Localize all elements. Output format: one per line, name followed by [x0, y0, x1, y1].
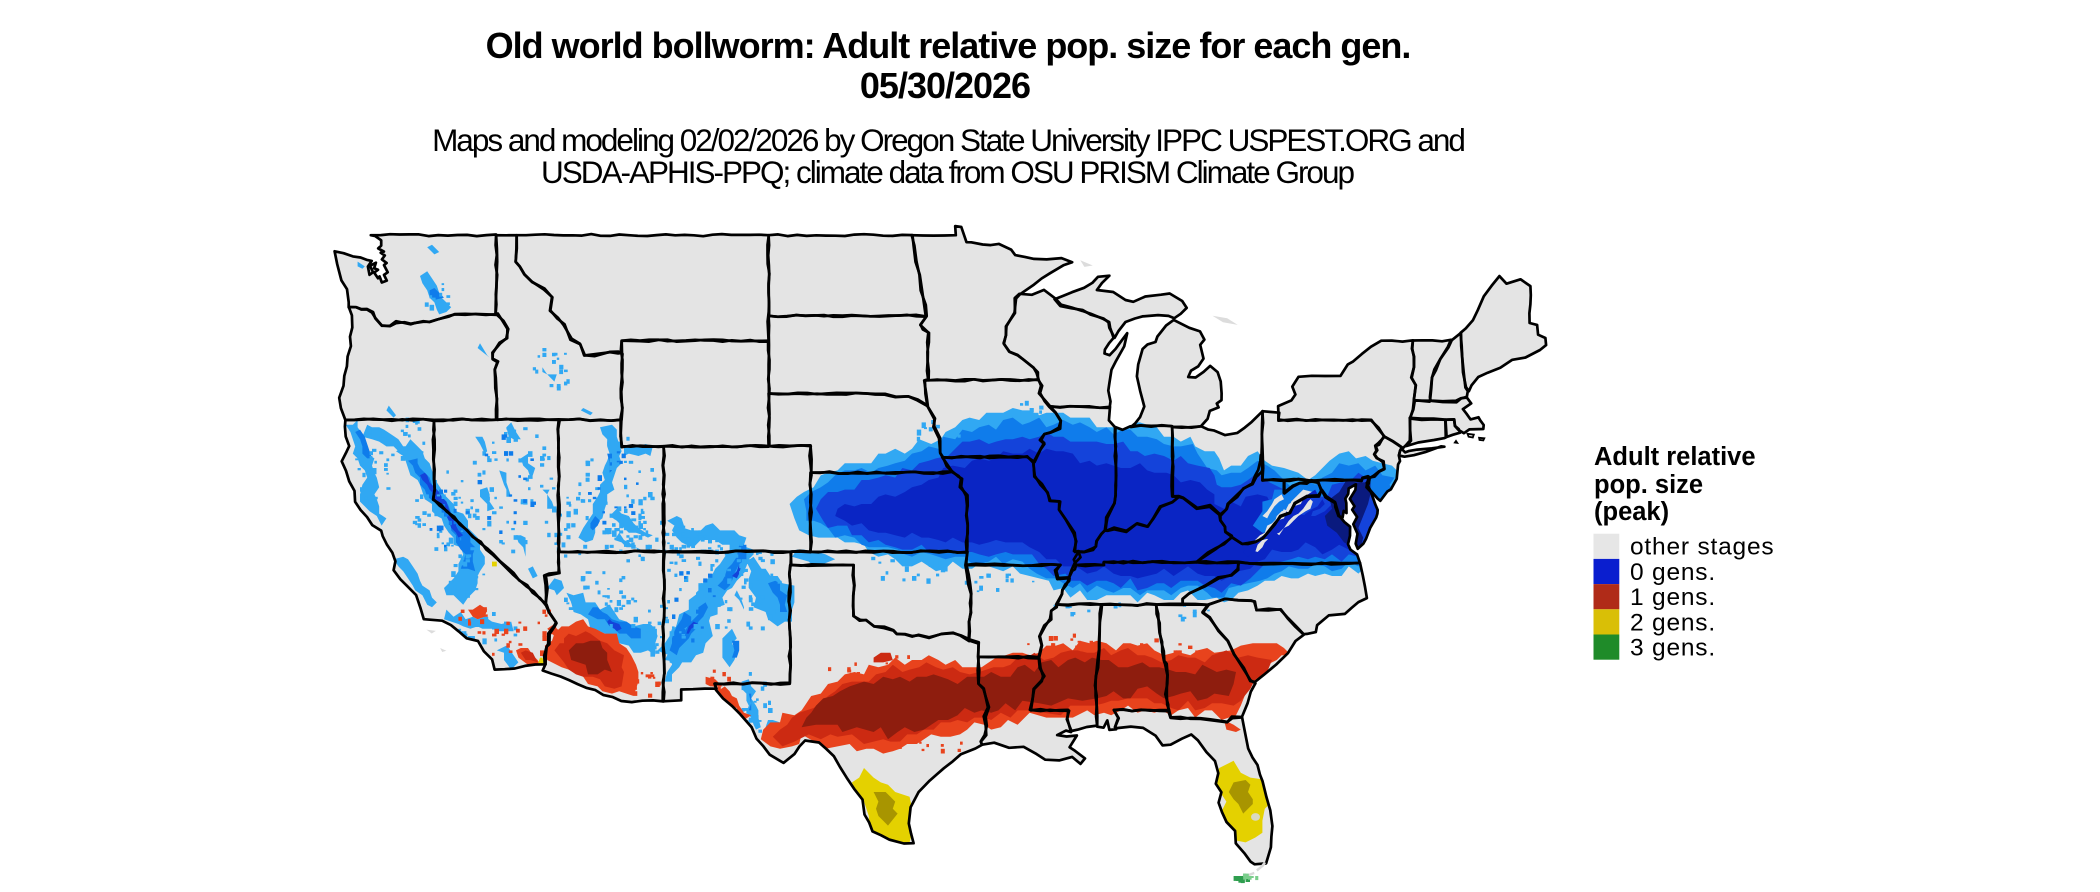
svg-text:Adult relative: Adult relative: [1594, 443, 1756, 471]
svg-text:1 gens.: 1 gens.: [1630, 584, 1716, 611]
svg-text:Old world bollworm: Adult rela: Old world bollworm: Adult relative pop. …: [486, 25, 1411, 66]
svg-text:2 gens.: 2 gens.: [1630, 609, 1716, 636]
svg-text:Maps and modeling 02/02/2026 b: Maps and modeling 02/02/2026 by Oregon S…: [432, 122, 1464, 158]
svg-text:(peak): (peak): [1594, 498, 1669, 526]
svg-text:0 gens.: 0 gens.: [1630, 559, 1716, 586]
svg-text:USDA-APHIS-PPQ; climate data f: USDA-APHIS-PPQ; climate data from OSU PR…: [541, 154, 1354, 190]
svg-text:other stages: other stages: [1630, 534, 1774, 561]
svg-text:3 gens.: 3 gens.: [1630, 635, 1716, 662]
svg-text:pop. size: pop. size: [1594, 471, 1703, 499]
svg-text:05/30/2026: 05/30/2026: [860, 65, 1030, 106]
